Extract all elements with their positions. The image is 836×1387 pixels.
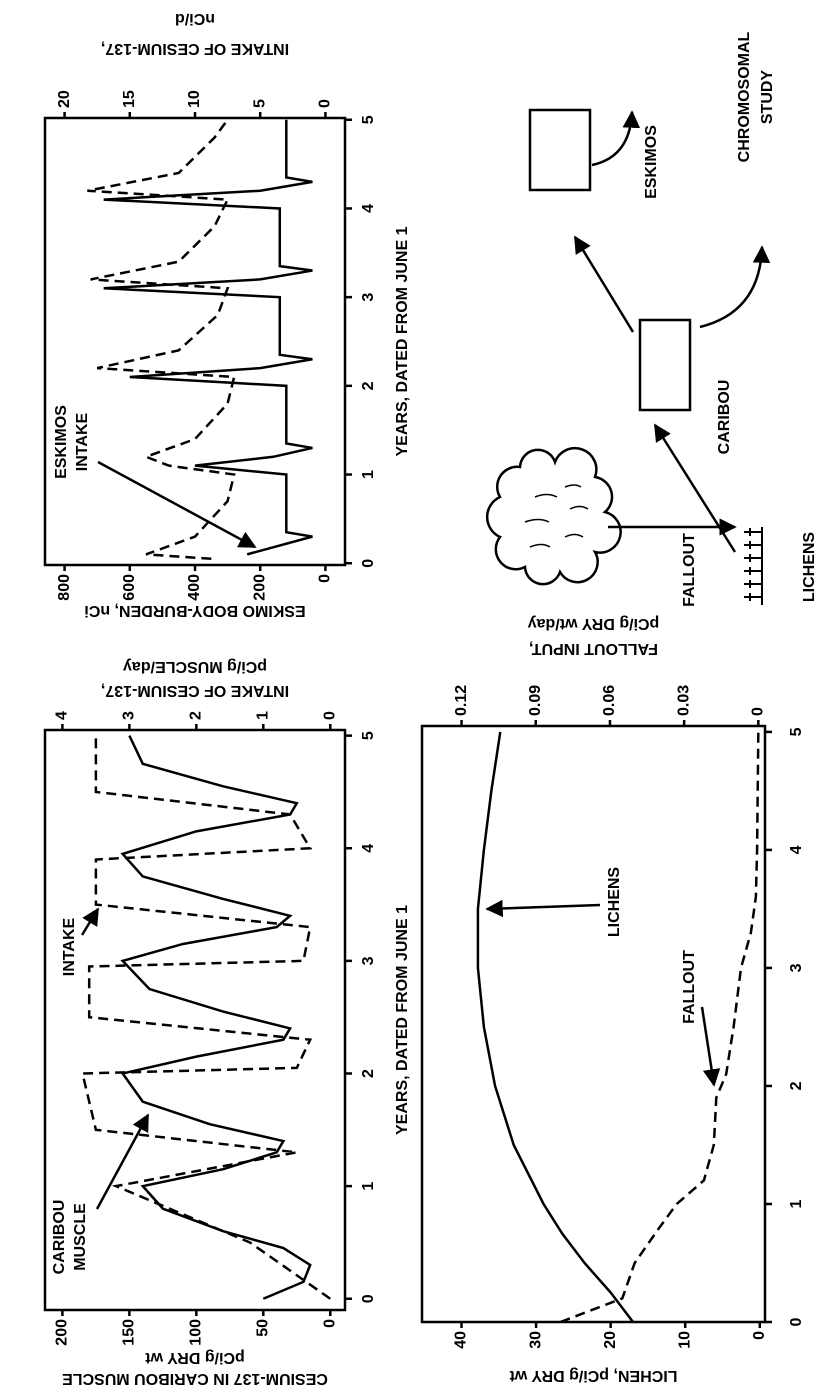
annotation: INTAKE bbox=[74, 412, 91, 471]
food-chain-diagram: FALLOUT LICHENS CARIBOU ESKIMOS CHROMOSO… bbox=[487, 31, 818, 606]
cloud-marks bbox=[525, 485, 588, 547]
annotation-arrow bbox=[702, 1007, 714, 1085]
data-line bbox=[560, 732, 758, 1322]
eskimos-label: ESKIMOS bbox=[643, 125, 660, 199]
y-tick-label: 600 bbox=[121, 574, 138, 601]
y2-tick-label: 20 bbox=[56, 90, 73, 108]
curved-arrow bbox=[592, 112, 632, 165]
x-tick-label: 4 bbox=[360, 844, 377, 853]
y-tick-label: 200 bbox=[54, 1319, 71, 1346]
y2-tick-label: 5 bbox=[251, 99, 268, 108]
y-tick-label: 200 bbox=[251, 574, 268, 601]
arrow bbox=[575, 237, 633, 332]
x-tick-label: 5 bbox=[360, 731, 377, 740]
x-tick-label: 2 bbox=[360, 1069, 377, 1078]
fallout-label: FALLOUT bbox=[681, 533, 698, 607]
y-tick-label: 40 bbox=[453, 1331, 470, 1349]
y-tick-label: 30 bbox=[527, 1331, 544, 1349]
annotation-arrow bbox=[487, 905, 600, 909]
curved-arrow bbox=[700, 247, 762, 327]
y2-axis-title: nCi/d bbox=[175, 10, 215, 27]
y-tick-label: 50 bbox=[255, 1319, 272, 1337]
plot-frame bbox=[45, 730, 345, 1310]
data-line bbox=[83, 736, 331, 1299]
x-axis-title: YEARS, DATED FROM JUNE 1 bbox=[394, 226, 411, 456]
y-axis-title: ESKIMO BODY-BURDEN, nCi bbox=[84, 602, 305, 619]
x-tick-label: 0 bbox=[360, 1294, 377, 1303]
y2-axis-title: FALLOUT INPUT, bbox=[529, 640, 658, 657]
x-axis-title: YEARS, DATED FROM JUNE 1 bbox=[394, 905, 411, 1135]
x-tick-label: 0 bbox=[788, 1317, 805, 1326]
y2-tick-label: 2 bbox=[188, 711, 205, 720]
y-tick-label: 100 bbox=[188, 1319, 205, 1346]
data-line bbox=[123, 736, 310, 1299]
x-tick-label: 3 bbox=[360, 293, 377, 302]
y2-tick-label: 4 bbox=[54, 711, 71, 720]
y-tick-label: 0 bbox=[317, 574, 334, 583]
annotation: INTAKE bbox=[61, 917, 78, 976]
x-tick-label: 5 bbox=[360, 115, 377, 124]
y-tick-label: 20 bbox=[602, 1331, 619, 1349]
y-tick-label: 0 bbox=[321, 1319, 338, 1328]
x-tick-label: 1 bbox=[788, 1199, 805, 1208]
x-tick-label: 2 bbox=[360, 381, 377, 390]
y2-tick-label: 0.12 bbox=[453, 685, 470, 716]
y-tick-label: 150 bbox=[121, 1319, 138, 1346]
x-tick-label: 4 bbox=[360, 204, 377, 213]
annotation: LICHENS bbox=[606, 867, 623, 938]
figure: FALLOUT LICHENS CARIBOU ESKIMOS CHROMOSO… bbox=[0, 0, 836, 1387]
y2-tick-label: 0 bbox=[317, 99, 334, 108]
rotated-figure: FALLOUT LICHENS CARIBOU ESKIMOS CHROMOSO… bbox=[45, 10, 818, 1387]
y-tick-label: 400 bbox=[186, 574, 203, 601]
y2-tick-label: 0.09 bbox=[527, 685, 544, 716]
plot-frame bbox=[422, 726, 765, 1322]
y-axis-title: LICHEN, pCi/g DRY wt bbox=[509, 1367, 678, 1384]
x-tick-label: 4 bbox=[788, 845, 805, 854]
y-tick-label: 0 bbox=[751, 1331, 768, 1340]
annotation: ESKIMOS bbox=[53, 405, 70, 479]
annotation-arrow bbox=[97, 1115, 148, 1209]
annotation: MUSCLE bbox=[72, 1203, 89, 1271]
y2-tick-label: 15 bbox=[121, 90, 138, 108]
annotation: CARIBOU bbox=[51, 1200, 68, 1275]
x-tick-label: 1 bbox=[360, 470, 377, 479]
lichens-label: LICHENS bbox=[801, 532, 818, 603]
y-axis-title: pCi/g DRY wt bbox=[145, 1349, 245, 1366]
x-tick-label: 3 bbox=[788, 963, 805, 972]
y2-tick-label: 0 bbox=[321, 711, 338, 720]
y-axis-title: CESIUM-137 IN CARIBOU MUSCLE bbox=[62, 1370, 328, 1387]
x-tick-label: 5 bbox=[788, 727, 805, 736]
y2-tick-label: 3 bbox=[121, 711, 138, 720]
data-line bbox=[478, 732, 633, 1322]
x-tick-label: 0 bbox=[360, 559, 377, 568]
annotation-arrow bbox=[82, 909, 98, 935]
y2-axis-title: INTAKE OF CESIUM-137, bbox=[101, 682, 289, 699]
x-tick-label: 2 bbox=[788, 1081, 805, 1090]
study-label: CHROMOSOMAL bbox=[736, 31, 753, 162]
y-tick-label: 800 bbox=[56, 574, 73, 601]
eskimos-box bbox=[530, 110, 590, 190]
y2-axis-title: pCi/g DRY wt/day bbox=[528, 615, 660, 632]
y2-tick-label: 10 bbox=[186, 90, 203, 108]
y2-tick-label: 1 bbox=[255, 711, 272, 720]
y2-tick-label: 0 bbox=[750, 707, 767, 716]
y2-axis-title: INTAKE OF CESIUM-137, bbox=[101, 40, 289, 57]
y2-tick-label: 0.03 bbox=[675, 685, 692, 716]
study-label: STUDY bbox=[759, 70, 776, 125]
caribou-box bbox=[640, 320, 690, 410]
lichen-symbol bbox=[744, 527, 762, 605]
data-line bbox=[104, 120, 313, 555]
cloud bbox=[487, 448, 620, 584]
y-tick-label: 10 bbox=[676, 1331, 693, 1349]
data-line bbox=[87, 120, 234, 559]
annotation: FALLOUT bbox=[681, 950, 698, 1024]
y2-tick-label: 0.06 bbox=[601, 685, 618, 716]
caribou-label: CARIBOU bbox=[716, 380, 733, 455]
page: FALLOUT LICHENS CARIBOU ESKIMOS CHROMOSO… bbox=[0, 0, 836, 1387]
x-tick-label: 1 bbox=[360, 1182, 377, 1191]
x-tick-label: 3 bbox=[360, 956, 377, 965]
y2-axis-title: pCi/g MUSCLE/day bbox=[123, 658, 267, 675]
